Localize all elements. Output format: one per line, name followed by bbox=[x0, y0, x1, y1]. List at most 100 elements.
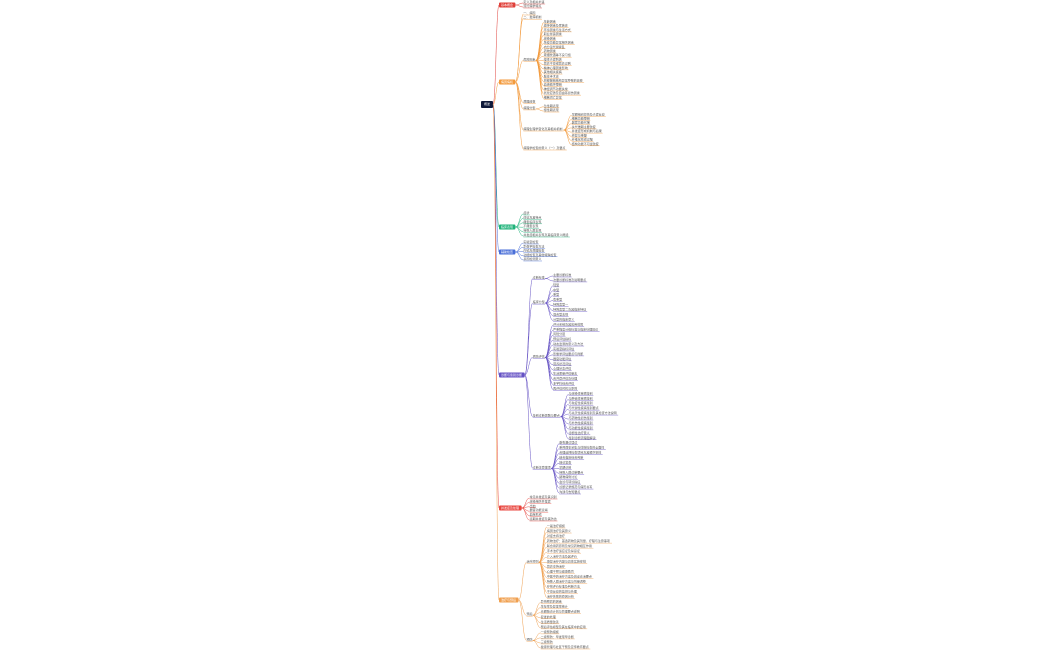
node-label: 不典型表现 bbox=[523, 223, 538, 228]
node-label: 评分系统及其应用范围 bbox=[553, 321, 583, 326]
connector bbox=[564, 130, 572, 141]
node-label: 混合型表现 bbox=[553, 311, 568, 316]
node-label: 影响预后的因素 bbox=[541, 599, 562, 604]
node-label: 重型 bbox=[553, 292, 559, 297]
node-label: 对症支持治疗 bbox=[547, 533, 565, 538]
node-label: 二、发病机制 bbox=[523, 14, 541, 19]
node-label: 合并症评估及处理 bbox=[553, 376, 577, 381]
node-label: 器官功能衰竭 bbox=[530, 507, 548, 512]
node-label: 影像学检查方法 bbox=[523, 243, 544, 248]
node-label: 次要诊断标准及说明要点 bbox=[553, 277, 586, 282]
connector bbox=[536, 107, 544, 109]
connector bbox=[551, 468, 559, 488]
node-label: 治疗原则 bbox=[527, 558, 539, 563]
branch-label: 并发症及处理 bbox=[501, 505, 519, 510]
node-label: 与功能性疾病鉴别 bbox=[569, 425, 593, 430]
connector bbox=[525, 303, 533, 375]
node-label: 与药物性损伤鉴别 bbox=[569, 415, 593, 420]
connector bbox=[525, 278, 533, 375]
node-label: 治疗失败的原因分析 bbox=[547, 594, 574, 599]
node-label: 病理分型 bbox=[523, 105, 535, 110]
connector bbox=[564, 119, 572, 130]
node-label: 营养支持治疗 bbox=[547, 563, 565, 568]
node-label: 预后评估指标 bbox=[553, 336, 571, 341]
branch-label: 治疗与预后 bbox=[501, 597, 516, 602]
node-label: 分型的临床意义 bbox=[553, 316, 574, 321]
node-label: 结构功能不可逆改变 bbox=[572, 141, 599, 146]
node-label: 症状 bbox=[523, 210, 529, 215]
node-label: 诊断记录规范与病历书写 bbox=[559, 484, 592, 489]
node-label: 避免漏诊误诊 bbox=[559, 440, 577, 445]
connector bbox=[551, 468, 559, 493]
node-label: 康复治疗内容与具体实施安排 bbox=[547, 558, 586, 563]
node-label: 内镜及病理检查 bbox=[523, 248, 544, 253]
connector bbox=[515, 3, 523, 5]
node-label: 一级预防措施 bbox=[541, 629, 559, 634]
node-label: 再评估时机与原则 bbox=[553, 385, 577, 390]
node-label: 中医中药治疗方案及辨证论治要点 bbox=[547, 573, 592, 578]
connector bbox=[545, 278, 553, 280]
node-label: 介入治疗方法及其评价 bbox=[547, 553, 577, 558]
node-label: 实验室指标评估 bbox=[553, 346, 574, 351]
node-label: 典型临床表现 bbox=[523, 219, 541, 224]
connector bbox=[545, 303, 553, 315]
node-label: 生活质量评估量表 bbox=[553, 371, 577, 376]
node-label: 感染相关并发症 bbox=[530, 498, 551, 503]
node-label: 严重程度分级标准与临床处理建议 bbox=[553, 326, 598, 331]
node-label: 轻型 bbox=[553, 282, 559, 287]
connector bbox=[525, 375, 533, 468]
node-label: 复发的处理 bbox=[541, 614, 556, 619]
node-label: 生存率及复发率统计 bbox=[541, 604, 568, 609]
node-label: 病理改变 bbox=[523, 99, 535, 104]
branch-label: 基本概念 bbox=[501, 2, 513, 7]
node-label: 手术治疗适应证及禁忌证 bbox=[547, 548, 580, 553]
connector bbox=[545, 276, 553, 278]
node-label: 结合临床综合判断 bbox=[559, 454, 583, 459]
node-label: 心理状态评估 bbox=[553, 366, 571, 371]
connector bbox=[539, 562, 547, 587]
connector bbox=[533, 615, 541, 628]
node-label: 长期随访计划与管理要点说明 bbox=[541, 609, 580, 614]
node-label: 沟通与告知要点 bbox=[559, 489, 580, 494]
connector bbox=[519, 600, 527, 640]
node-label: 诊断注意事项 bbox=[533, 464, 551, 469]
node-label: 联合用药原则及常见药物相互作用 bbox=[547, 543, 592, 548]
node-label: 预后评估模型及其在临床中的应用 bbox=[541, 624, 586, 629]
branch-label: 辅助检查 bbox=[501, 249, 513, 254]
connector bbox=[545, 325, 553, 357]
node-label: 远期并发症及其防治 bbox=[530, 516, 557, 521]
connector bbox=[551, 449, 559, 469]
node-label: 预防 bbox=[527, 636, 533, 641]
node-label: 诊断性治疗意义 bbox=[569, 430, 590, 435]
connector bbox=[564, 128, 572, 130]
node-label: 健康管理与社区干预及宣传教育要点 bbox=[541, 644, 589, 649]
node-label: 与先天性疾病鉴别及其检查方法说明 bbox=[569, 410, 617, 415]
node-label: 疗效评价标准及判断方法 bbox=[547, 584, 580, 589]
connector bbox=[522, 498, 530, 508]
node-label: 营养状况评估 bbox=[553, 361, 571, 366]
node-label: 与感染性疾病鉴别 bbox=[569, 390, 593, 395]
connector bbox=[493, 5, 499, 105]
node-label: 特殊人群诊断要点 bbox=[559, 469, 583, 474]
node-label: 体征及其特点 bbox=[523, 214, 541, 219]
node-label: 动态监测的意义及方法 bbox=[553, 341, 583, 346]
connector bbox=[545, 357, 553, 389]
node-label: 细胞凋亡异常 bbox=[544, 94, 562, 99]
node-label: 合理选择检查项目及其顺序安排 bbox=[559, 450, 601, 455]
connector bbox=[525, 375, 533, 417]
connector bbox=[536, 109, 544, 111]
root-label: 概述 bbox=[484, 101, 490, 106]
node-label: 诊断标准 bbox=[533, 274, 545, 279]
node-label: 心理干预与健康教育 bbox=[547, 568, 574, 573]
node-label: 功能检查及其他特殊检查 bbox=[523, 252, 556, 257]
node-label: 鉴别诊断思路与要点 bbox=[533, 413, 560, 418]
node-label: 风险分层 bbox=[553, 331, 565, 336]
node-label: 早期识别 bbox=[559, 464, 571, 469]
node-label: 特殊类型二及其临床特征 bbox=[553, 307, 586, 312]
connector bbox=[515, 5, 523, 7]
node-label: 病情评估 bbox=[533, 353, 545, 358]
node-label: 二级预防：早发现早诊断 bbox=[541, 634, 574, 639]
connector bbox=[515, 82, 523, 130]
node-label: 特殊人群治疗方案与剂量调整 bbox=[547, 578, 586, 583]
node-label: 三级预防 bbox=[541, 639, 553, 644]
